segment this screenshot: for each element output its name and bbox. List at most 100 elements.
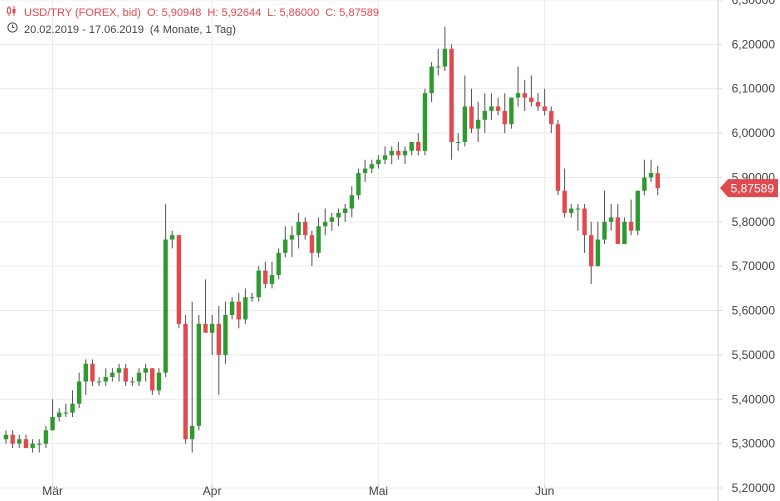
candle-body-up bbox=[356, 173, 361, 196]
candle bbox=[63, 403, 69, 418]
candle bbox=[156, 368, 162, 395]
candle bbox=[389, 146, 394, 165]
candle-body-up bbox=[436, 66, 441, 68]
candle bbox=[43, 425, 49, 449]
candle-body-up bbox=[63, 412, 69, 414]
candle-body-up bbox=[409, 141, 414, 151]
candle-body-down bbox=[628, 221, 634, 231]
candle bbox=[628, 199, 634, 236]
candle bbox=[569, 204, 574, 218]
candle-body-down bbox=[529, 97, 534, 103]
candle bbox=[422, 88, 428, 156]
y-tick-label: 5,20000 bbox=[732, 481, 776, 495]
candle bbox=[10, 430, 15, 449]
candle-body-down bbox=[90, 363, 95, 382]
candle bbox=[582, 204, 587, 253]
candle-body-up bbox=[575, 208, 581, 210]
candles bbox=[3, 26, 660, 453]
candle-body-up bbox=[349, 195, 354, 209]
candle-body-down bbox=[396, 150, 401, 156]
last-price-tag: 5,87589 bbox=[720, 179, 778, 198]
candle-body-up bbox=[256, 270, 261, 298]
candle bbox=[376, 155, 381, 169]
candle bbox=[655, 165, 660, 196]
candle-body-down bbox=[416, 141, 421, 151]
candle bbox=[409, 141, 414, 156]
candle bbox=[269, 261, 275, 289]
candle bbox=[276, 248, 281, 280]
gridlines bbox=[0, 0, 718, 489]
candle bbox=[436, 48, 441, 76]
clock-icon bbox=[6, 22, 18, 36]
candle bbox=[209, 314, 215, 355]
date-range-info: 20.02.2019 - 17.06.2019 (4 Monate, 1 Tag) bbox=[6, 22, 242, 36]
candle bbox=[163, 204, 168, 378]
candle-body-down bbox=[303, 221, 308, 236]
y-tick-label: 5,50000 bbox=[732, 348, 776, 362]
candle bbox=[396, 141, 401, 160]
candle bbox=[289, 226, 295, 258]
candle bbox=[382, 146, 388, 165]
candle bbox=[23, 434, 29, 449]
candle-body-up bbox=[130, 381, 135, 383]
price-axis: 6,300006,200006,100006,000005,900005,800… bbox=[717, 0, 776, 501]
x-tick-label: Mär bbox=[42, 484, 63, 498]
candle bbox=[462, 75, 468, 147]
candle-body-down bbox=[562, 190, 567, 213]
candle-body-down bbox=[555, 124, 561, 191]
candle-body-up bbox=[456, 141, 461, 143]
candle bbox=[336, 208, 341, 227]
candle-body-down bbox=[449, 48, 454, 142]
low-value: L: 5,86000 bbox=[267, 7, 320, 19]
candle-body-up bbox=[369, 164, 374, 169]
candle-body-down bbox=[236, 301, 241, 320]
candle-body-up bbox=[642, 177, 647, 191]
candle-body-down bbox=[502, 110, 507, 125]
candle-body-up bbox=[3, 434, 9, 440]
candle bbox=[456, 133, 461, 151]
candle bbox=[442, 26, 448, 71]
candle bbox=[83, 359, 88, 395]
candle-body-down bbox=[23, 439, 29, 449]
candle bbox=[70, 390, 75, 418]
candle-body-down bbox=[535, 102, 541, 107]
candle bbox=[110, 368, 115, 382]
y-tick-label: 5,30000 bbox=[732, 437, 776, 451]
y-tick-label: 6,10000 bbox=[732, 82, 776, 96]
candle-body-down bbox=[123, 368, 128, 382]
candle-body-up bbox=[602, 221, 607, 240]
candle-body-down bbox=[589, 235, 594, 267]
candle-body-up bbox=[422, 93, 428, 151]
candle-body-up bbox=[323, 221, 328, 227]
candle bbox=[190, 301, 195, 453]
candle bbox=[615, 204, 620, 244]
x-tick-label: Mai bbox=[369, 484, 388, 498]
candle bbox=[555, 119, 561, 196]
candle bbox=[402, 146, 408, 165]
candle bbox=[236, 292, 241, 329]
candle-body-up bbox=[635, 190, 640, 231]
candle bbox=[309, 230, 315, 267]
candle-body-up bbox=[648, 173, 654, 178]
candle bbox=[30, 439, 35, 453]
candle bbox=[130, 377, 135, 386]
candle bbox=[17, 434, 22, 449]
candle-body-up bbox=[70, 403, 75, 413]
candle-body-up bbox=[103, 377, 108, 382]
candle-body-up bbox=[489, 106, 494, 111]
candle bbox=[283, 226, 288, 258]
candle-body-up bbox=[475, 119, 481, 129]
y-tick-label: 6,30000 bbox=[732, 0, 776, 7]
candle bbox=[316, 217, 321, 258]
candle-body-up bbox=[96, 381, 102, 383]
candle-body-up bbox=[283, 239, 288, 253]
candle bbox=[429, 62, 434, 103]
candle-body-up bbox=[50, 417, 55, 431]
candle bbox=[449, 44, 454, 160]
candle-body-up bbox=[342, 208, 348, 213]
candle bbox=[57, 408, 62, 422]
candle bbox=[243, 288, 248, 324]
candle-body-up bbox=[462, 106, 468, 142]
candle-body-up bbox=[569, 208, 574, 213]
